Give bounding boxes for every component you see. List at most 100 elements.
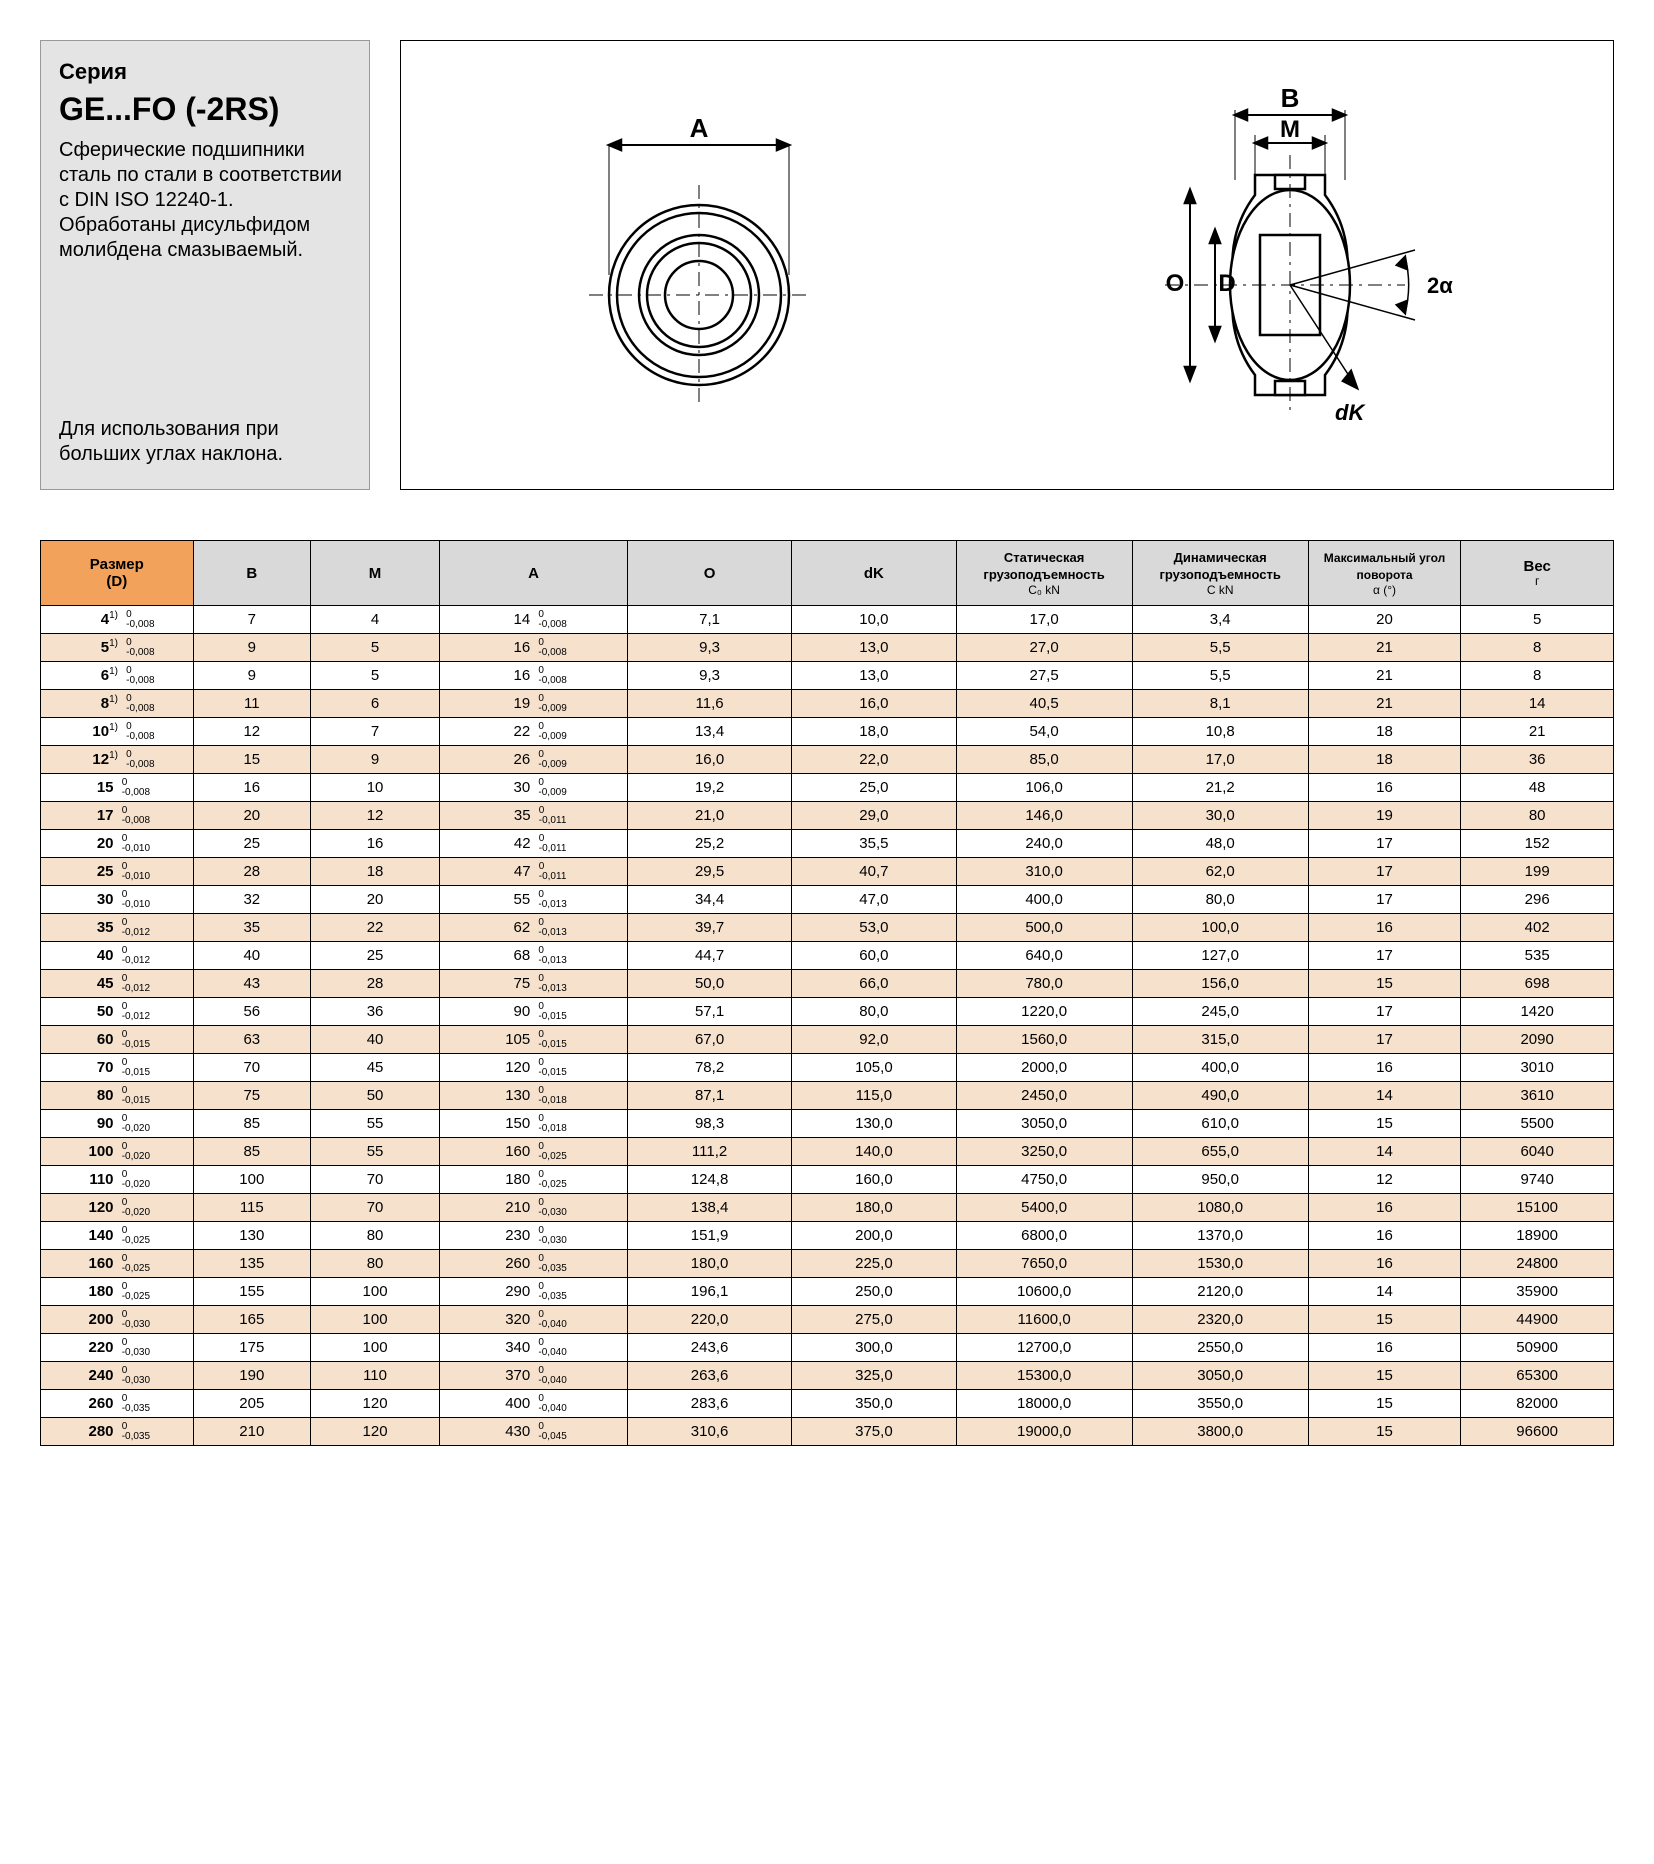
cell-o: 151,9	[627, 1222, 791, 1250]
cell-dk: 300,0	[792, 1334, 956, 1362]
cell-dk: 18,0	[792, 718, 956, 746]
cell-angle: 17	[1308, 998, 1461, 1026]
cell-size: 15 0-0,008	[41, 774, 194, 802]
cell-angle: 17	[1308, 830, 1461, 858]
cell-a: 320 0-0,040	[440, 1306, 628, 1334]
cell-o: 11,6	[627, 690, 791, 718]
cell-m: 28	[310, 970, 439, 998]
cell-m: 4	[310, 606, 439, 634]
cell-angle: 20	[1308, 606, 1461, 634]
cell-b: 20	[193, 802, 310, 830]
table-row: 50 0-0,012563690 0-0,01557,180,01220,024…	[41, 998, 1614, 1026]
cell-m: 6	[310, 690, 439, 718]
cell-a: 62 0-0,013	[440, 914, 628, 942]
table-row: 60 0-0,0156340105 0-0,01567,092,01560,03…	[41, 1026, 1614, 1054]
cell-co: 11600,0	[956, 1306, 1132, 1334]
cell-a: 120 0-0,015	[440, 1054, 628, 1082]
cell-b: 85	[193, 1138, 310, 1166]
cell-dk: 160,0	[792, 1166, 956, 1194]
cell-c: 245,0	[1132, 998, 1308, 1026]
cell-o: 111,2	[627, 1138, 791, 1166]
col-dk: dK	[792, 541, 956, 606]
cell-m: 120	[310, 1418, 439, 1446]
cell-angle: 21	[1308, 662, 1461, 690]
cell-b: 70	[193, 1054, 310, 1082]
cell-co: 10600,0	[956, 1278, 1132, 1306]
cell-c: 950,0	[1132, 1166, 1308, 1194]
cell-co: 310,0	[956, 858, 1132, 886]
cell-a: 75 0-0,013	[440, 970, 628, 998]
cell-dk: 16,0	[792, 690, 956, 718]
cell-dk: 60,0	[792, 942, 956, 970]
cell-co: 6800,0	[956, 1222, 1132, 1250]
table-row: 81) 0-0,00811619 0-0,00911,616,040,58,12…	[41, 690, 1614, 718]
cell-dk: 325,0	[792, 1362, 956, 1390]
cell-co: 500,0	[956, 914, 1132, 942]
diagram-label-d: D	[1218, 270, 1235, 297]
cell-o: 9,3	[627, 634, 791, 662]
cell-c: 80,0	[1132, 886, 1308, 914]
cell-m: 110	[310, 1362, 439, 1390]
diagram-box: A B	[400, 40, 1614, 490]
cell-dk: 35,5	[792, 830, 956, 858]
cell-a: 210 0-0,030	[440, 1194, 628, 1222]
cell-co: 2450,0	[956, 1082, 1132, 1110]
cell-o: 9,3	[627, 662, 791, 690]
table-row: 61) 0-0,0089516 0-0,0089,313,027,55,5218	[41, 662, 1614, 690]
cell-b: 56	[193, 998, 310, 1026]
cell-co: 17,0	[956, 606, 1132, 634]
cell-m: 18	[310, 858, 439, 886]
cell-angle: 18	[1308, 746, 1461, 774]
cell-dk: 25,0	[792, 774, 956, 802]
cell-m: 100	[310, 1334, 439, 1362]
cell-b: 43	[193, 970, 310, 998]
cell-m: 10	[310, 774, 439, 802]
cell-dk: 29,0	[792, 802, 956, 830]
cell-o: 39,7	[627, 914, 791, 942]
table-row: 180 0-0,025155100290 0-0,035196,1250,010…	[41, 1278, 1614, 1306]
series-note: Для использования при больших углах накл…	[59, 417, 351, 467]
cell-o: 220,0	[627, 1306, 791, 1334]
cell-b: 25	[193, 830, 310, 858]
cell-angle: 15	[1308, 1362, 1461, 1390]
cell-weight: 80	[1461, 802, 1614, 830]
cell-c: 315,0	[1132, 1026, 1308, 1054]
cell-b: 205	[193, 1390, 310, 1418]
cell-size: 40 0-0,012	[41, 942, 194, 970]
cell-co: 2000,0	[956, 1054, 1132, 1082]
cell-angle: 16	[1308, 1222, 1461, 1250]
cell-size: 220 0-0,030	[41, 1334, 194, 1362]
cell-b: 35	[193, 914, 310, 942]
cell-m: 120	[310, 1390, 439, 1418]
diagram-label-dk: dK	[1335, 400, 1366, 425]
cell-size: 81) 0-0,008	[41, 690, 194, 718]
cell-m: 12	[310, 802, 439, 830]
cell-angle: 15	[1308, 1110, 1461, 1138]
cell-weight: 296	[1461, 886, 1614, 914]
cell-b: 210	[193, 1418, 310, 1446]
cell-size: 17 0-0,008	[41, 802, 194, 830]
cell-b: 100	[193, 1166, 310, 1194]
cell-c: 3800,0	[1132, 1418, 1308, 1446]
cell-weight: 48	[1461, 774, 1614, 802]
cell-c: 30,0	[1132, 802, 1308, 830]
cell-angle: 16	[1308, 774, 1461, 802]
cell-size: 45 0-0,012	[41, 970, 194, 998]
cell-c: 3550,0	[1132, 1390, 1308, 1418]
table-row: 240 0-0,030190110370 0-0,040263,6325,015…	[41, 1362, 1614, 1390]
table-row: 80 0-0,0157550130 0-0,01887,1115,02450,0…	[41, 1082, 1614, 1110]
cell-dk: 47,0	[792, 886, 956, 914]
cell-weight: 8	[1461, 662, 1614, 690]
cell-c: 156,0	[1132, 970, 1308, 998]
cell-co: 1220,0	[956, 998, 1132, 1026]
cell-size: 25 0-0,010	[41, 858, 194, 886]
cell-angle: 14	[1308, 1138, 1461, 1166]
cell-c: 490,0	[1132, 1082, 1308, 1110]
cell-m: 25	[310, 942, 439, 970]
cell-m: 100	[310, 1278, 439, 1306]
cell-weight: 18900	[1461, 1222, 1614, 1250]
cell-co: 40,5	[956, 690, 1132, 718]
table-row: 280 0-0,035210120430 0-0,045310,6375,019…	[41, 1418, 1614, 1446]
table-row: 100 0-0,0208555160 0-0,025111,2140,03250…	[41, 1138, 1614, 1166]
cell-weight: 9740	[1461, 1166, 1614, 1194]
